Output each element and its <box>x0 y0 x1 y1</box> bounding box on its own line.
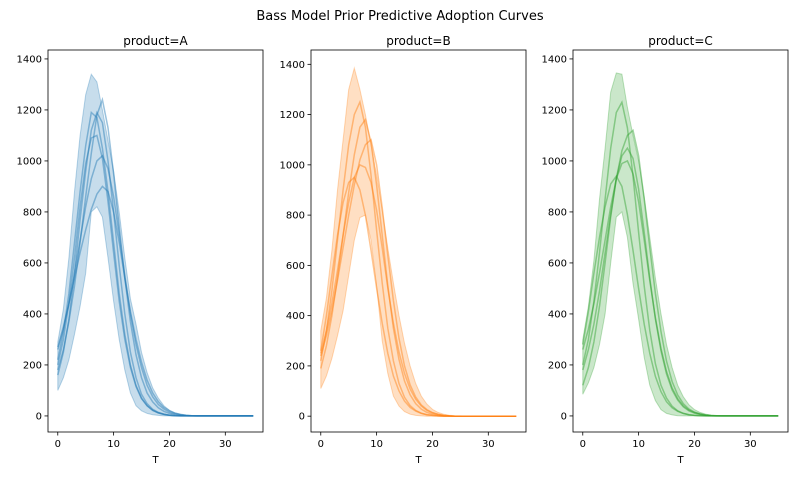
y-tick-label: 200 <box>286 361 305 372</box>
x-tick-label: 30 <box>744 439 757 450</box>
y-tick-label: 1400 <box>17 54 42 65</box>
subplot-title: product=B <box>386 34 450 48</box>
y-tick-label: 1000 <box>17 156 42 167</box>
panel-b: 0 200 400 600 800 1000 1200 1400 0 10 20 30 product=… <box>280 34 527 466</box>
y-tick-label: 1400 <box>542 54 567 65</box>
series-line-2 <box>320 117 517 417</box>
y-tick-label: 800 <box>548 207 567 218</box>
y-tick-label: 0 <box>36 411 42 422</box>
y-tick-label: 1200 <box>280 110 305 121</box>
x-tick-label: 20 <box>688 439 701 450</box>
x-axis-label: T <box>414 455 422 466</box>
series-line-3 <box>320 138 517 417</box>
series-line-1 <box>57 111 254 417</box>
x-tick-label: 10 <box>370 439 383 450</box>
series-line-2 <box>57 96 254 417</box>
credible-band <box>582 72 779 417</box>
x-tick-label: 0 <box>318 439 324 450</box>
x-axis-label: T <box>676 455 684 466</box>
x-tick-label: 0 <box>580 439 586 450</box>
y-tick-label: 600 <box>548 258 567 269</box>
x-tick-label: 20 <box>426 439 439 450</box>
panel-c: 0 200 400 600 800 1000 1200 1400 0 10 20 30 product=… <box>542 34 789 466</box>
y-tick-label: 400 <box>548 309 567 320</box>
series-line-2 <box>582 128 779 417</box>
y-tick-label: 0 <box>561 411 567 422</box>
series-line-5 <box>57 134 254 417</box>
y-tick-label: 400 <box>23 309 42 320</box>
subplot-title: product=A <box>123 34 188 48</box>
series-line-4 <box>57 185 254 417</box>
series-line-6 <box>57 110 254 417</box>
y-tick-label: 600 <box>23 258 42 269</box>
x-tick-label: 20 <box>163 439 176 450</box>
y-tick-label: 1000 <box>280 160 305 171</box>
axes-frame <box>310 49 527 433</box>
x-tick-label: 30 <box>482 439 495 450</box>
x-tick-label: 30 <box>219 439 232 450</box>
x-axis-label: T <box>151 455 159 466</box>
axes-frame <box>572 49 789 433</box>
panel-a: 0 200 400 600 800 1000 1200 1400 0 10 20 30 product=… <box>17 34 264 466</box>
series-line-5 <box>320 163 517 417</box>
series-line-4 <box>582 174 779 417</box>
y-tick-label: 800 <box>23 207 42 218</box>
series-line-3 <box>57 154 254 417</box>
y-tick-label: 1200 <box>17 105 42 116</box>
y-tick-label: 1400 <box>280 60 305 71</box>
series-line-3 <box>582 159 779 417</box>
figure-title: Bass Model Prior Predictive Adoption Cur… <box>256 9 543 24</box>
credible-band <box>57 73 254 417</box>
y-tick-label: 600 <box>286 261 305 272</box>
x-tick-label: 10 <box>107 439 120 450</box>
series-line-1 <box>582 100 779 417</box>
y-tick-label: 200 <box>548 360 567 371</box>
y-tick-label: 800 <box>286 211 305 222</box>
series-line-4 <box>320 176 517 417</box>
credible-band <box>320 66 517 417</box>
x-tick-label: 0 <box>55 439 61 450</box>
subplot-title: product=C <box>648 34 713 48</box>
series-line-1 <box>320 99 517 417</box>
y-tick-label: 0 <box>299 412 305 423</box>
y-tick-label: 200 <box>23 360 42 371</box>
y-tick-label: 1200 <box>542 105 567 116</box>
x-tick-label: 10 <box>632 439 645 450</box>
axes-frame <box>47 49 264 433</box>
y-tick-label: 400 <box>286 311 305 322</box>
y-tick-label: 1000 <box>542 156 567 167</box>
series-line-5 <box>582 146 779 417</box>
